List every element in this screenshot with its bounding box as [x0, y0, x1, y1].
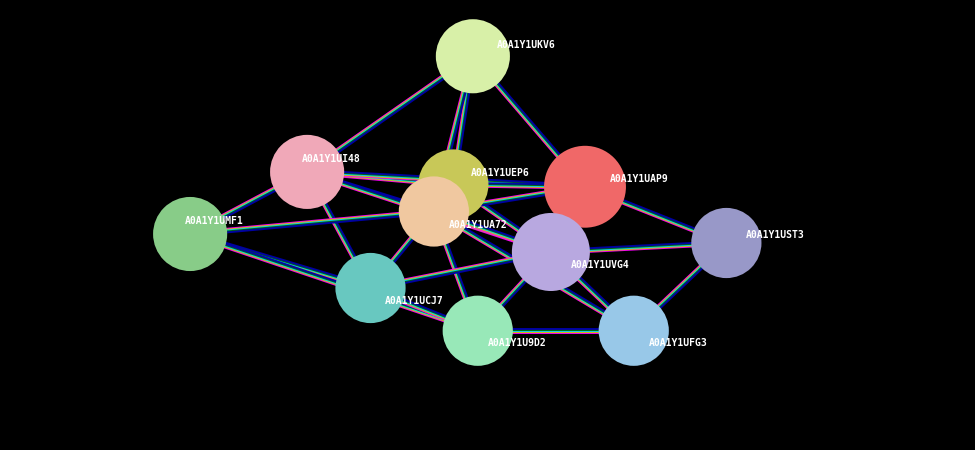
Ellipse shape — [399, 176, 469, 247]
Text: A0A1Y1UST3: A0A1Y1UST3 — [746, 230, 804, 240]
Ellipse shape — [335, 253, 406, 323]
Text: A0A1Y1U9D2: A0A1Y1U9D2 — [488, 338, 546, 348]
Ellipse shape — [418, 149, 488, 220]
Text: A0A1Y1UMF1: A0A1Y1UMF1 — [185, 216, 244, 226]
Ellipse shape — [270, 135, 344, 209]
Ellipse shape — [599, 296, 669, 366]
Text: A0A1Y1UEP6: A0A1Y1UEP6 — [471, 168, 529, 178]
Text: A0A1Y1UVG4: A0A1Y1UVG4 — [570, 261, 629, 270]
Text: A0A1Y1UCJ7: A0A1Y1UCJ7 — [385, 297, 444, 306]
Text: A0A1Y1UKV6: A0A1Y1UKV6 — [497, 40, 556, 50]
Ellipse shape — [436, 19, 510, 93]
Ellipse shape — [512, 213, 590, 291]
Ellipse shape — [691, 208, 761, 278]
Ellipse shape — [153, 197, 227, 271]
Ellipse shape — [443, 296, 513, 366]
Text: A0A1Y1UI48: A0A1Y1UI48 — [302, 154, 361, 164]
Text: A0A1Y1UA72: A0A1Y1UA72 — [448, 220, 507, 230]
Text: A0A1Y1UFG3: A0A1Y1UFG3 — [648, 338, 707, 348]
Ellipse shape — [544, 146, 626, 228]
Text: A0A1Y1UAP9: A0A1Y1UAP9 — [609, 174, 668, 184]
